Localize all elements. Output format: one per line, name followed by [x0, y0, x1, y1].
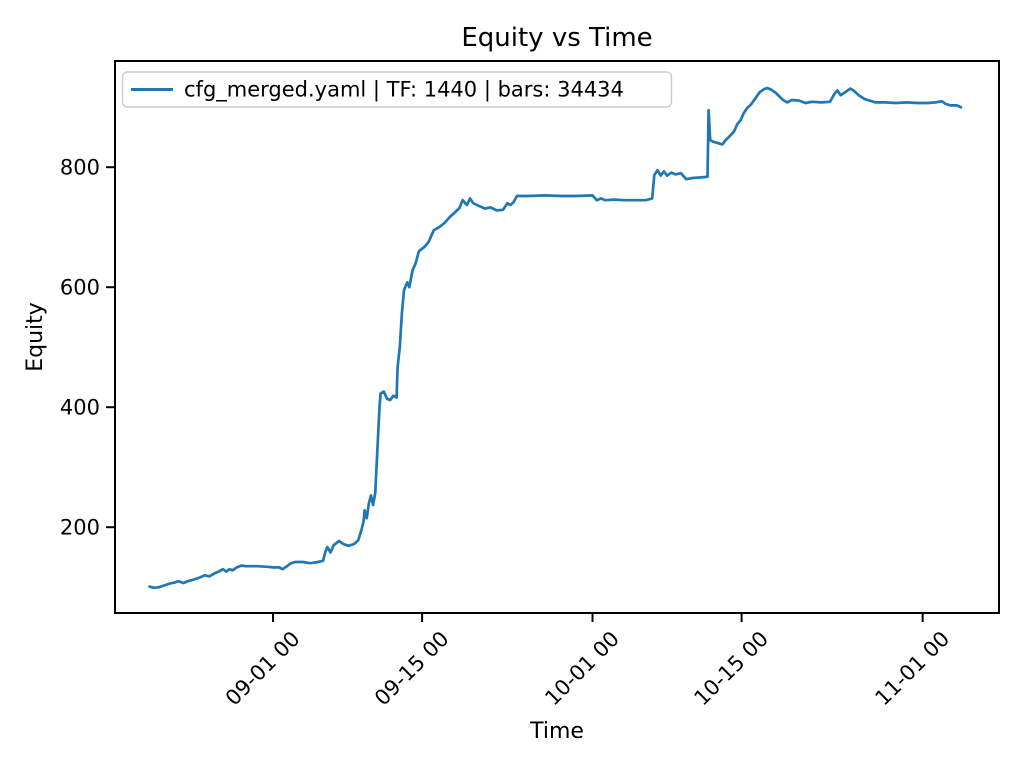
axes-spines: [114, 60, 1000, 614]
series-lines: [148, 86, 963, 590]
legend-entry-label: cfg_merged.yaml | TF: 1440 | bars: 34434: [184, 78, 624, 103]
x-tick-label: 10-15 00: [689, 627, 773, 711]
y-tick-label: 800: [60, 156, 100, 180]
y-tick-label: 200: [60, 516, 100, 540]
legend-box: [121, 71, 673, 108]
x-tick-label: 09-15 00: [370, 627, 454, 711]
y-axis-label: Equity: [23, 302, 48, 372]
x-axis-label: Time: [529, 719, 584, 744]
legend: cfg_merged.yaml | TF: 1440 | bars: 34434: [121, 71, 673, 108]
x-tick-label: 10-01 00: [540, 627, 624, 711]
y-tick-label: 600: [60, 276, 100, 300]
equity-line: [148, 86, 963, 590]
chart-title: Equity vs Time: [461, 23, 652, 53]
y-tick-label: 400: [60, 396, 100, 420]
plot-area: [115, 61, 999, 613]
x-tick-label: 09-01 00: [221, 627, 305, 711]
x-tick-label: 11-01 00: [870, 627, 954, 711]
